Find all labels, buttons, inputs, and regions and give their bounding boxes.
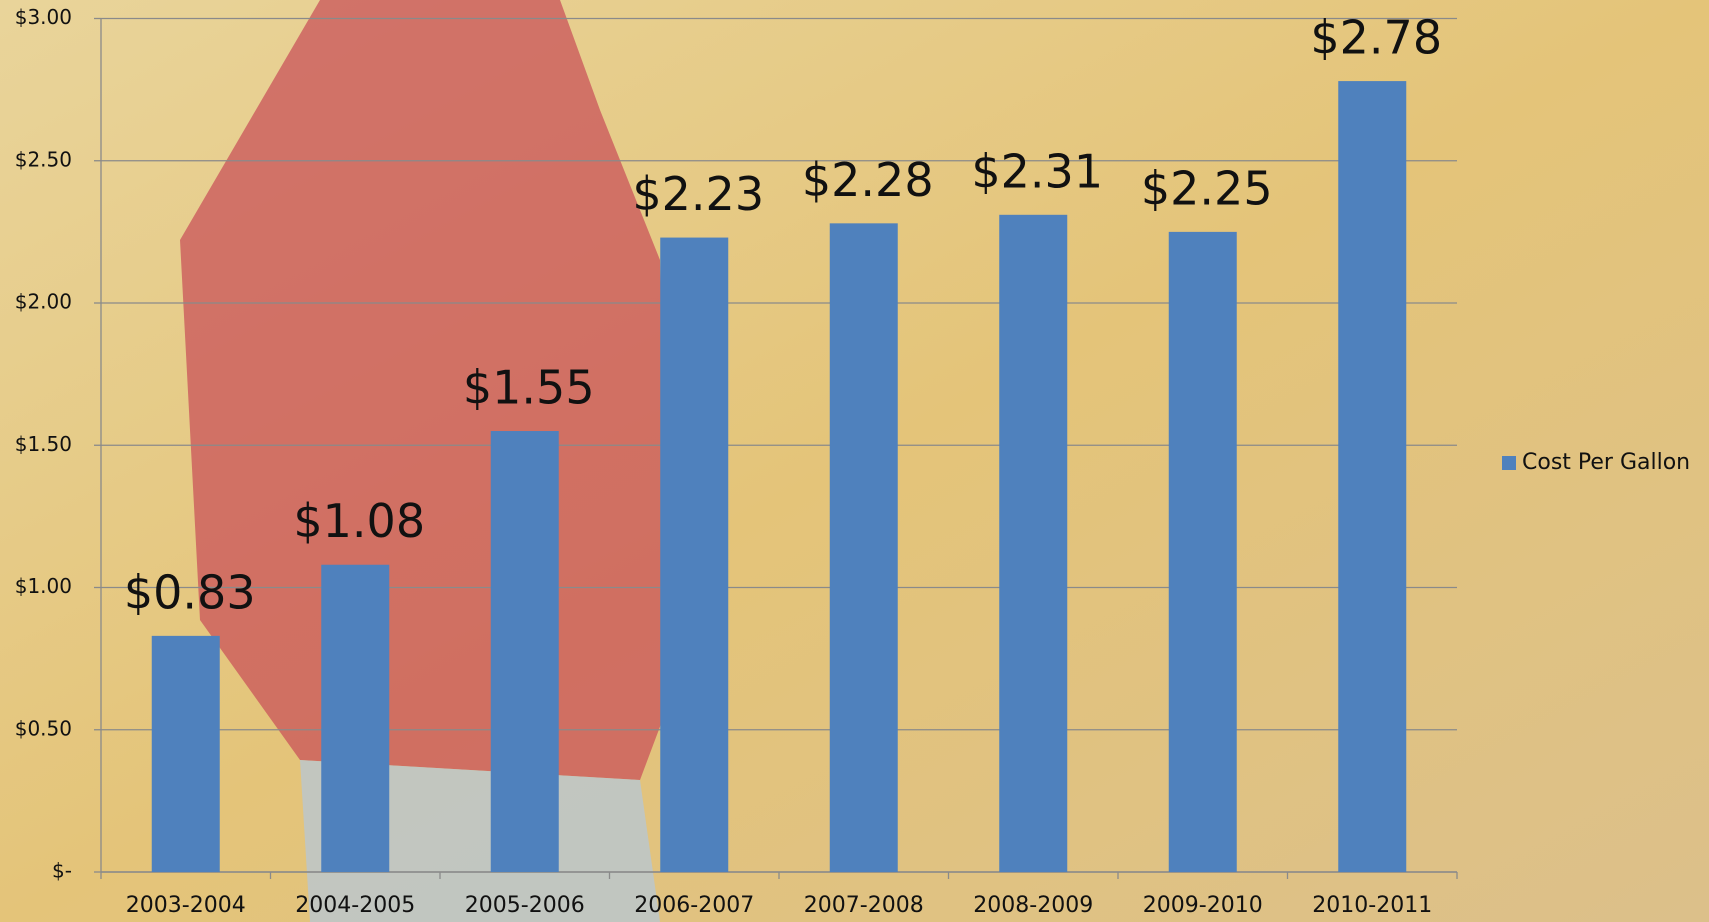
y-tick-label: $1.00 (15, 574, 72, 598)
data-label: $0.83 (124, 565, 256, 619)
x-tick-label: 2009-2010 (1143, 893, 1263, 918)
legend-label: Cost Per Gallon (1522, 450, 1690, 475)
y-tick-label: $2.50 (15, 147, 72, 171)
x-tick-label: 2004-2005 (295, 893, 415, 918)
x-tick-label: 2005-2006 (465, 893, 585, 918)
x-tick-label: 2007-2008 (804, 893, 924, 918)
bar (1338, 81, 1407, 873)
plot-area: $- $0.50 $1.00 $1.50 $2.00 $2.50 $3.00 2003-200… (15, 5, 1690, 918)
bar (321, 564, 390, 872)
bar (829, 223, 898, 873)
x-tick-label: 2010-2011 (1312, 893, 1432, 918)
y-tick-label: $0.50 (15, 716, 72, 740)
y-tick-label: $1.50 (15, 432, 72, 456)
bar (490, 431, 559, 872)
y-tick-label: $2.00 (15, 290, 72, 314)
data-label: $2.78 (1310, 11, 1442, 65)
data-label: $1.55 (463, 361, 595, 415)
y-tick-label: $- (52, 859, 72, 883)
data-label: $2.25 (1141, 161, 1273, 215)
x-tick-label: 2003-2004 (126, 893, 246, 918)
bar (1168, 231, 1237, 872)
x-tick-label: 2006-2007 (634, 893, 754, 918)
data-label: $2.28 (802, 153, 934, 207)
data-label: $2.31 (971, 144, 1103, 198)
y-tick-label: $3.00 (15, 5, 72, 29)
background-figure (180, 0, 670, 780)
bar (151, 635, 220, 872)
bar (660, 237, 729, 872)
background-figure-legs (300, 760, 660, 922)
data-label: $2.23 (632, 167, 764, 221)
data-label: $1.08 (293, 494, 425, 548)
bar (999, 214, 1068, 872)
legend-swatch (1502, 456, 1516, 470)
x-tick-label: 2008-2009 (973, 893, 1093, 918)
